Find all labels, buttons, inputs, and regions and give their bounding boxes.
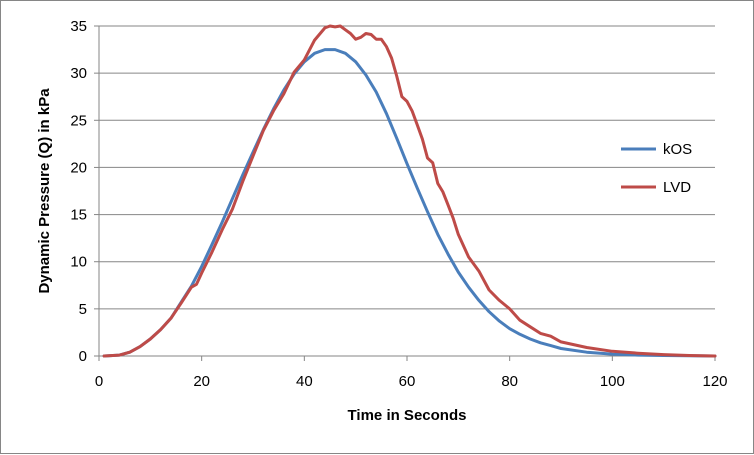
- x-tick-label: 100: [600, 373, 625, 390]
- legend-label-kos: kOS: [663, 141, 692, 158]
- series-line-lvd: [102, 24, 717, 358]
- y-tick-label: 35: [70, 18, 87, 35]
- x-tick-label: 60: [399, 373, 416, 390]
- grid-lines: [99, 25, 715, 310]
- x-tick-label: 20: [193, 373, 210, 390]
- x-tick-label: 40: [296, 373, 313, 390]
- y-tick-label: 10: [70, 254, 87, 271]
- legend-item-lvd: LVD: [621, 179, 691, 196]
- y-tick-label: 25: [70, 112, 87, 129]
- x-tick-labels: 0 20 40 60 80 100 120: [95, 373, 728, 390]
- legend-label-lvd: LVD: [663, 179, 691, 196]
- series-line-kos: [102, 48, 717, 358]
- y-tick-label: 0: [79, 348, 87, 365]
- x-axis-title: Time in Seconds: [348, 407, 467, 424]
- y-axis-title: Dynamic Pressure (Q) in kPa: [36, 88, 53, 294]
- y-tick-label: 15: [70, 207, 87, 224]
- x-tick-label: 80: [501, 373, 518, 390]
- y-tick-labels: 0 5 10 15 20 25 30 35: [70, 18, 87, 365]
- legend: kOS LVD: [621, 141, 692, 196]
- x-tick-label: 120: [702, 373, 727, 390]
- y-tick-label: 20: [70, 159, 87, 176]
- series-lines: [102, 24, 717, 358]
- y-tick-label: 5: [79, 301, 87, 318]
- legend-item-kos: kOS: [621, 141, 692, 158]
- y-tick-label: 30: [70, 65, 87, 82]
- x-tick-label: 0: [95, 373, 103, 390]
- axes: [94, 25, 716, 361]
